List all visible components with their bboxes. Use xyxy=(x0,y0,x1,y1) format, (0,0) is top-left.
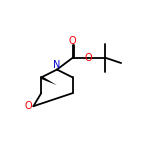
Text: O: O xyxy=(69,36,76,46)
Polygon shape xyxy=(41,76,57,85)
Text: N: N xyxy=(53,60,61,70)
Text: O: O xyxy=(25,101,32,111)
Text: O: O xyxy=(85,53,92,63)
